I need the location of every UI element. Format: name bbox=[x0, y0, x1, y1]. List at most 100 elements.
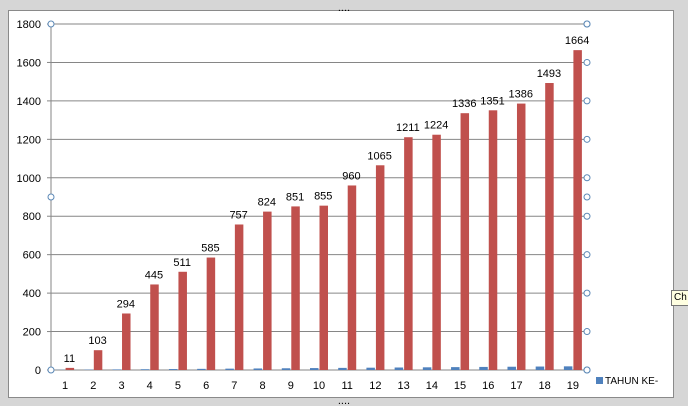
data-label: 824 bbox=[258, 197, 276, 209]
bar-series-1 bbox=[225, 368, 234, 370]
selection-handle bbox=[583, 135, 591, 143]
selection-handle bbox=[583, 20, 591, 28]
selection-handle bbox=[583, 212, 591, 220]
bar-series-1 bbox=[563, 366, 573, 370]
y-tick-label: 1000 bbox=[17, 173, 41, 185]
bar-series-1 bbox=[281, 368, 291, 370]
data-label: 851 bbox=[286, 191, 304, 203]
y-tick-label: 200 bbox=[23, 327, 41, 339]
selection-handle bbox=[583, 193, 591, 201]
bar-series-2 bbox=[291, 206, 300, 370]
x-tick-label: 12 bbox=[369, 380, 381, 392]
bar-series-1 bbox=[451, 367, 460, 370]
bar-series-1 bbox=[366, 367, 375, 370]
data-label: 960 bbox=[342, 170, 360, 182]
legend-label: TAHUN KE- bbox=[605, 376, 658, 387]
y-tick-label: 1400 bbox=[17, 96, 41, 108]
selection-handle bbox=[583, 58, 591, 66]
resize-grip-bottom: .... bbox=[338, 395, 350, 406]
bar-series-2 bbox=[319, 205, 328, 370]
bar-series-2 bbox=[150, 284, 159, 370]
bar-series-1 bbox=[422, 367, 432, 370]
resize-grip-top: .... bbox=[338, 2, 350, 14]
selection-handle bbox=[583, 289, 591, 297]
x-tick-label: 15 bbox=[454, 380, 466, 392]
bar-series-1 bbox=[253, 368, 263, 370]
plot-area bbox=[51, 24, 587, 370]
data-label: 103 bbox=[88, 335, 106, 347]
y-tick-label: 400 bbox=[23, 288, 41, 300]
selection-handle bbox=[583, 328, 591, 336]
x-tick-label: 5 bbox=[175, 380, 181, 392]
selection-handle bbox=[47, 20, 55, 28]
bar-series-2 bbox=[122, 313, 131, 370]
selection-handle bbox=[583, 174, 591, 182]
bar-series-1 bbox=[112, 369, 122, 370]
x-tick-label: 16 bbox=[482, 380, 494, 392]
bar-series-2 bbox=[573, 50, 582, 371]
y-tick-label: 1200 bbox=[17, 134, 41, 146]
selection-handle bbox=[583, 366, 591, 374]
y-tick-label: 1800 bbox=[17, 19, 41, 31]
x-tick-label: 9 bbox=[288, 380, 294, 392]
selection-handle bbox=[583, 251, 591, 259]
data-label: 511 bbox=[173, 257, 191, 269]
y-tick-label: 1600 bbox=[17, 57, 41, 69]
bar-series-1 bbox=[394, 367, 404, 370]
data-label: 1065 bbox=[367, 150, 391, 162]
selection-handle bbox=[47, 193, 55, 201]
x-tick-label: 8 bbox=[260, 380, 266, 392]
x-tick-label: 10 bbox=[313, 380, 325, 392]
data-label: 585 bbox=[201, 243, 219, 255]
bar-series-1 bbox=[535, 366, 545, 370]
x-tick-label: 18 bbox=[539, 380, 551, 392]
data-label: 1493 bbox=[537, 68, 561, 80]
bar-series-2 bbox=[178, 271, 187, 370]
data-label: 11 bbox=[64, 353, 75, 365]
chart-tooltip: Ch bbox=[671, 290, 688, 306]
data-label: 1386 bbox=[508, 89, 532, 101]
x-tick-label: 14 bbox=[426, 380, 438, 392]
y-tick-label: 800 bbox=[23, 211, 41, 223]
x-tick-label: 13 bbox=[398, 380, 410, 392]
bar-series-1 bbox=[479, 366, 488, 370]
bar-series-1 bbox=[338, 367, 347, 370]
bar-series-2 bbox=[460, 113, 470, 371]
bar-series-1 bbox=[140, 369, 150, 370]
bar-series-2 bbox=[206, 257, 216, 370]
x-tick-label: 3 bbox=[118, 380, 124, 392]
bar-series-1 bbox=[507, 366, 516, 370]
bar-series-2 bbox=[93, 350, 103, 370]
y-tick-label: 0 bbox=[35, 365, 41, 377]
bar-series-2 bbox=[347, 185, 357, 370]
data-label: 1664 bbox=[565, 35, 589, 47]
bar-series-2 bbox=[516, 103, 526, 370]
x-tick-label: 19 bbox=[567, 380, 579, 392]
bar-series-1 bbox=[197, 368, 206, 370]
selection-handle bbox=[583, 97, 591, 105]
x-tick-label: 11 bbox=[341, 380, 352, 392]
bar-series-2 bbox=[375, 165, 385, 370]
data-label: 445 bbox=[145, 269, 163, 281]
bar-series-2 bbox=[404, 137, 413, 370]
bar-series-1 bbox=[310, 368, 319, 370]
bar-series-2 bbox=[263, 211, 272, 370]
x-tick-label: 1 bbox=[62, 380, 68, 392]
bar-series-2 bbox=[488, 110, 498, 371]
bar-series-2 bbox=[545, 83, 554, 371]
data-label: 1224 bbox=[424, 120, 448, 132]
x-tick-label: 17 bbox=[510, 380, 522, 392]
legend-marker bbox=[596, 377, 603, 384]
data-label: 294 bbox=[117, 298, 135, 310]
x-tick-label: 7 bbox=[231, 380, 237, 392]
data-label: 855 bbox=[314, 191, 332, 203]
data-label: 1211 bbox=[396, 122, 420, 134]
data-label: 757 bbox=[229, 209, 247, 221]
bar-series-2 bbox=[234, 224, 244, 370]
data-label: 1351 bbox=[480, 95, 504, 107]
bar-series-2 bbox=[65, 367, 75, 370]
x-tick-label: 2 bbox=[90, 380, 96, 392]
data-label: 1336 bbox=[452, 98, 476, 110]
